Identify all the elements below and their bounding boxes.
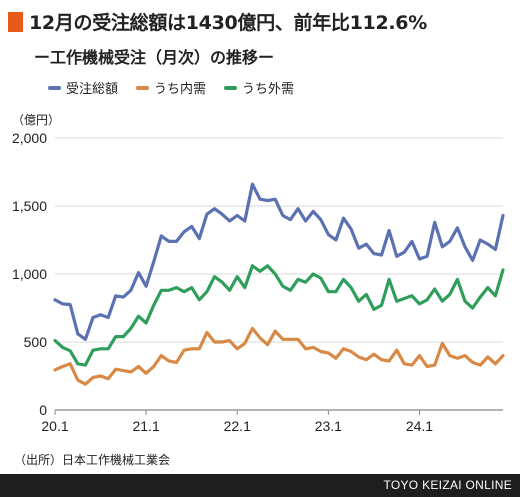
brand-label: TOYO KEIZAI ONLINE (383, 478, 512, 492)
x-tick-label: 20.1 (41, 418, 68, 434)
y-tick-label: 1,500 (12, 198, 47, 214)
y-tick-label: 1,000 (12, 266, 47, 282)
x-tick-label: 23.1 (315, 418, 342, 434)
chart-legend: 受注総額 うち内需 うち外需 (48, 78, 312, 97)
y-axis-unit-label: （億円） (12, 113, 61, 127)
chart-subtitle: ー工作機械受注（月次）の推移ー (34, 48, 275, 67)
x-tick-label: 22.1 (224, 418, 251, 434)
legend-item-foreign: うち外需 (224, 78, 294, 97)
series-line-total (53, 182, 505, 341)
legend-label-total: 受注総額 (66, 82, 119, 97)
chart-title: 12月の受注総額は1430億円、前年比112.6% (29, 12, 427, 34)
y-tick-label: 2,000 (12, 130, 47, 146)
legend-item-domestic: うち内需 (136, 78, 206, 97)
x-tick-label: 24.1 (406, 418, 433, 434)
series-line-domestic (53, 326, 505, 386)
legend-label-foreign: うち外需 (242, 82, 295, 97)
legend-item-total: 受注総額 (48, 78, 118, 97)
footer-bar: TOYO KEIZAI ONLINE (0, 474, 520, 497)
line-chart: 0 500 1,000 1,500 2,000 20.1 21.1 22.1 23.1 24.1 (12, 130, 505, 434)
legend-swatch-domestic (136, 85, 150, 90)
series-line-foreign (53, 264, 505, 367)
title-accent-mark (8, 11, 23, 32)
legend-label-domestic: うち内需 (154, 82, 207, 97)
y-tick-label: 0 (39, 402, 47, 418)
legend-swatch-total (48, 85, 61, 90)
title-row: 12月の受注総額は1430億円、前年比112.6% (8, 8, 427, 35)
x-tick-label: 21.1 (132, 418, 159, 434)
legend-swatch-foreign (224, 85, 238, 90)
y-tick-label: 500 (24, 334, 48, 350)
source-note: （出所）日本工作機械工業会 (14, 453, 171, 467)
